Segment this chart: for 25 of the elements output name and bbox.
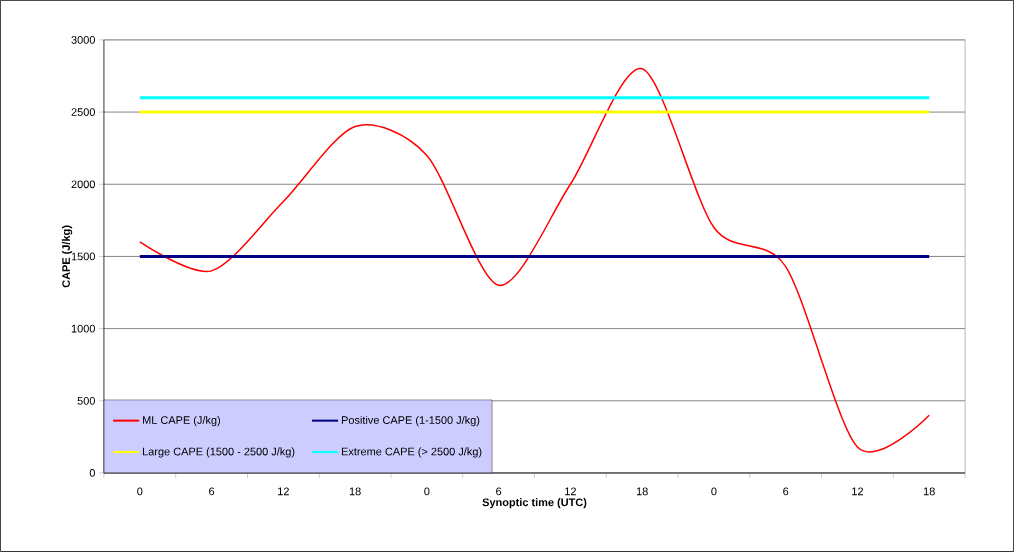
y-axis-title: CAPE (J/kg) <box>61 225 73 288</box>
y-tick-label: 2000 <box>71 180 95 189</box>
x-axis-title: Synoptic time (UTC) <box>482 498 587 509</box>
x-tick-label: 0 <box>424 487 430 496</box>
y-tick-label: 1000 <box>71 324 95 333</box>
y-tick-label: 3000 <box>71 36 95 44</box>
y-tick-label: 0 <box>89 469 95 477</box>
x-tick-label: 12 <box>565 487 576 496</box>
x-tick-label: 0 <box>137 487 143 496</box>
x-tick-label: 0 <box>711 487 717 496</box>
legend-label: Positive CAPE (1-1500 J/kg) <box>341 415 480 427</box>
x-tick-label: 18 <box>636 487 648 496</box>
x-tick-label: 6 <box>496 487 502 496</box>
x-tick-label: 18 <box>349 487 361 496</box>
legend-label: ML CAPE (J/kg) <box>143 415 221 427</box>
y-tick-label: 1500 <box>71 252 95 261</box>
x-tick-label: 12 <box>852 487 863 496</box>
x-tick-label: 18 <box>923 487 935 496</box>
x-tick-label: 12 <box>278 487 289 496</box>
legend-label: Large CAPE (1500 - 2500 J/kg) <box>143 447 295 458</box>
x-tick-label: 6 <box>209 487 215 496</box>
legend-label: Extreme CAPE (> 2500 J/kg) <box>341 447 482 458</box>
y-tick-label: 500 <box>77 396 95 405</box>
x-tick-label: 6 <box>783 487 789 496</box>
y-tick-label: 2500 <box>71 108 95 116</box>
